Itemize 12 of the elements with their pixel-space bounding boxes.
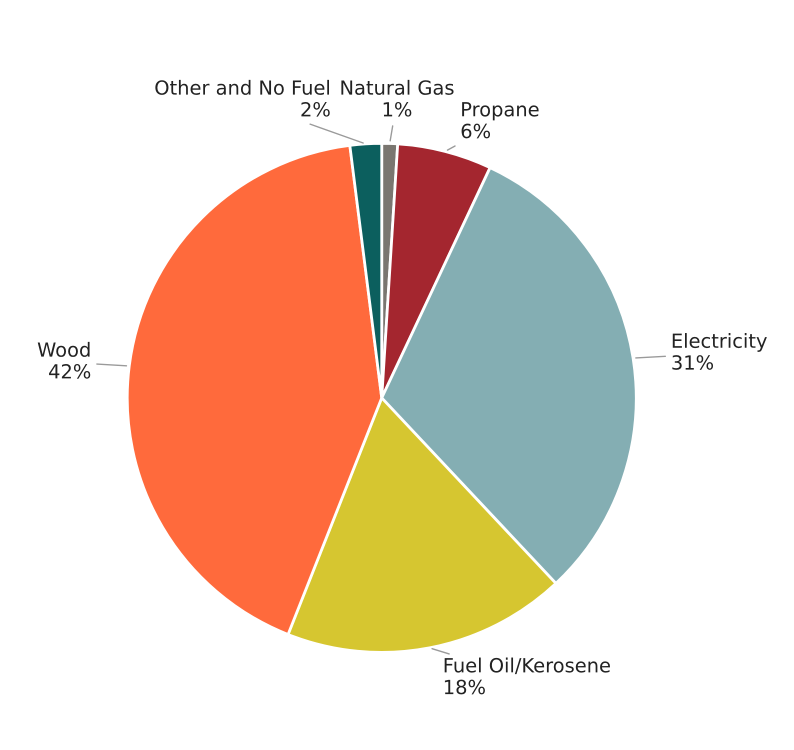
slice-label: Natural Gas [341, 80, 454, 95]
slice-label: Electricity [672, 333, 767, 352]
data-label: 31% [672, 355, 714, 370]
data-label: 6% [462, 124, 490, 138]
data-label: 42% [49, 364, 90, 379]
slice-label: Fuel Oil/Kerosene [444, 658, 610, 674]
slice-label: Other and No Fuel [155, 80, 330, 95]
data-label: 18% [444, 680, 485, 694]
slice-label: Wood [38, 342, 90, 357]
data-label: 2% [301, 102, 330, 117]
data-label: 1% [384, 102, 412, 117]
slice-label: Propane [462, 102, 539, 120]
